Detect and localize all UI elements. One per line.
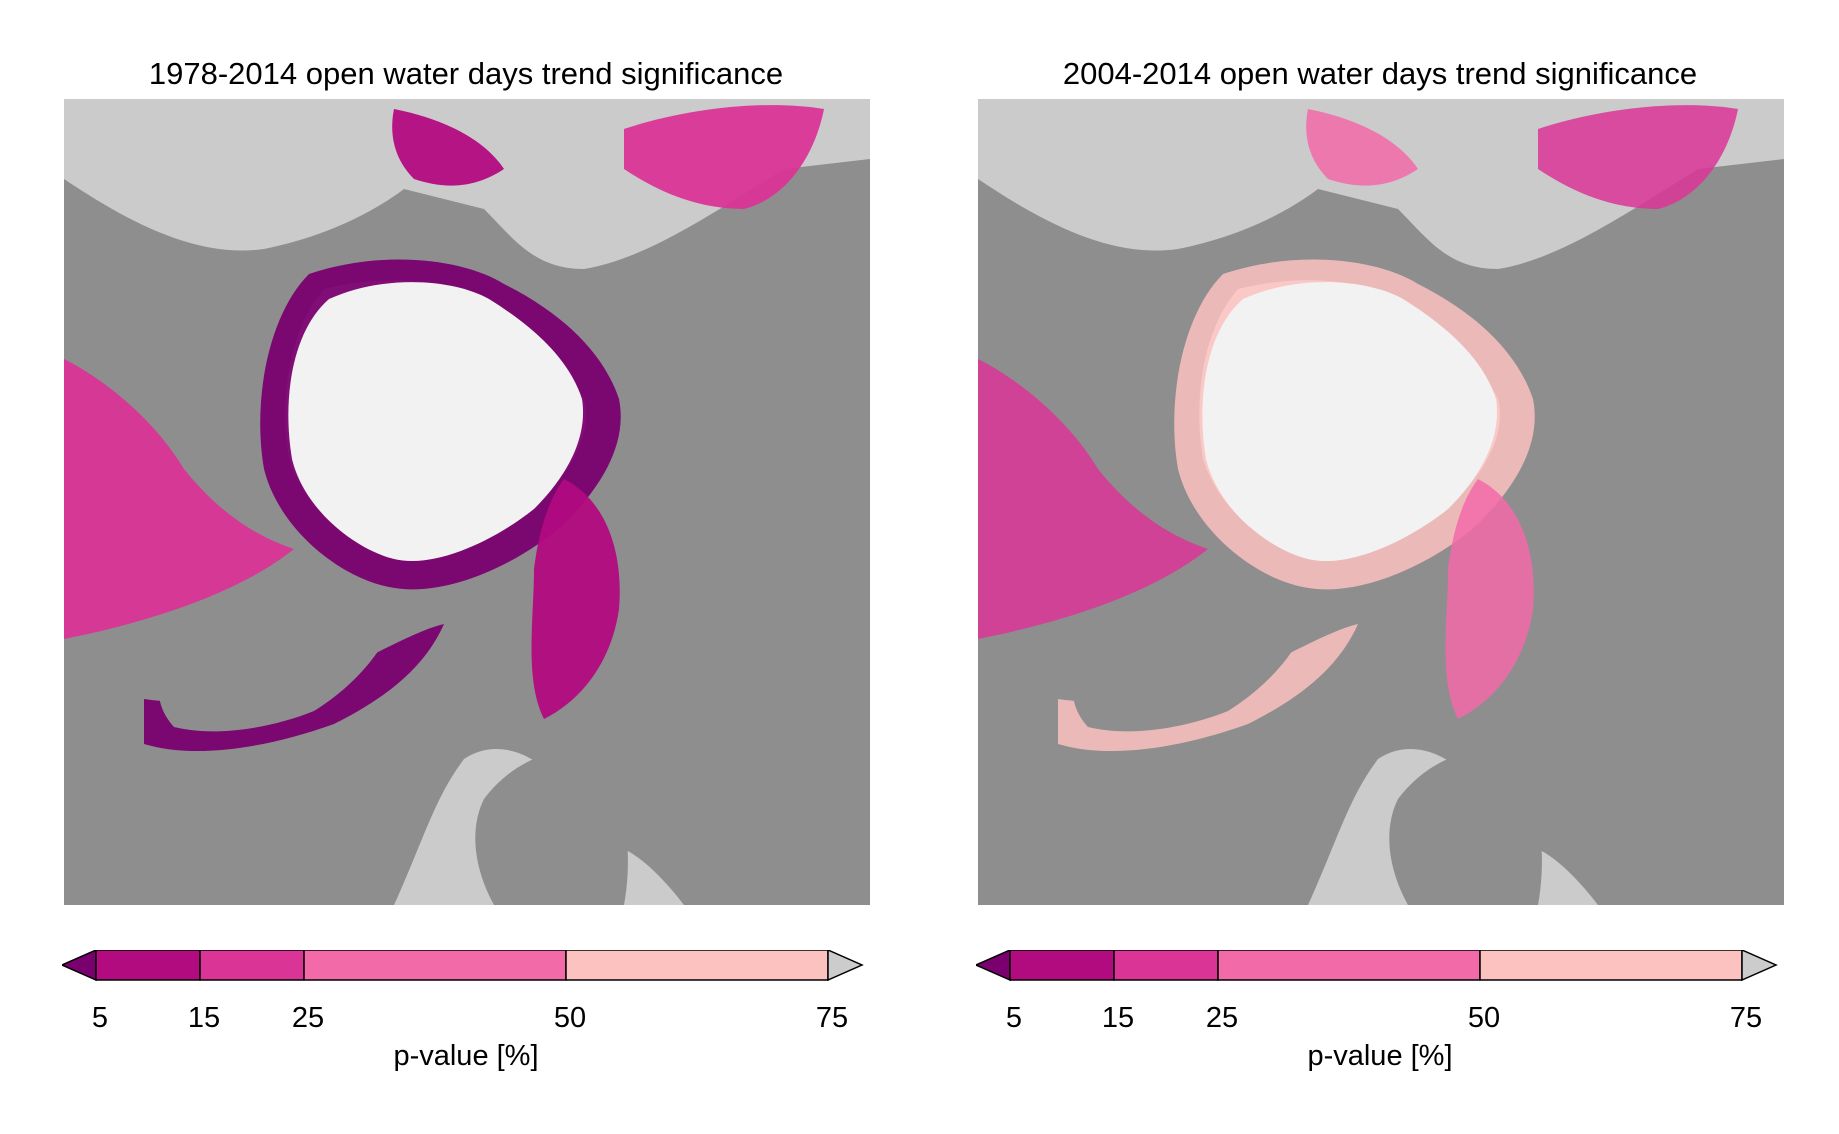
colorbar-tick: 50: [553, 1002, 587, 1034]
colorbar-label: p-value [%]: [1307, 1040, 1453, 1072]
panel-2004-2014: 2004-2014 open water days trend signific…: [976, 0, 1796, 1134]
significance-patch: [624, 105, 824, 209]
land-overlay: [1197, 796, 1254, 827]
land-overlay: [283, 796, 340, 827]
colorbar-over-triangle: [827, 950, 864, 982]
significance-patch: [978, 359, 1208, 639]
panel-title: 1978-2014 open water days trend signific…: [148, 56, 784, 91]
colorbar-bin-50-75: [565, 950, 829, 981]
colorbar-ticks: 5 15 25 50 75: [976, 1000, 1784, 1040]
significance-patch: [531, 479, 620, 719]
map-2004-2014: [978, 99, 1784, 905]
colorbar-tick: 75: [815, 1002, 849, 1034]
colorbar-tick: 25: [291, 1002, 325, 1034]
colorbar-tick: 5: [91, 1002, 109, 1034]
colorbar-tick: 15: [1101, 1002, 1135, 1034]
significance-patch: [392, 109, 504, 186]
significance-layer: [64, 105, 824, 905]
perennial-ice-core: [1202, 282, 1498, 562]
colorbar-over-triangle: [1741, 950, 1778, 982]
colorbar-tick: 25: [1205, 1002, 1239, 1034]
map-1978-2014: [64, 99, 870, 905]
significance-patch: [1445, 479, 1534, 719]
colorbar-ticks: 5 15 25 50 75: [62, 1000, 870, 1040]
colorbar-under-triangle: [62, 950, 97, 982]
significance-patch: [64, 359, 294, 639]
colorbar-tick: 15: [187, 1002, 221, 1034]
colorbar-bin-5-15: [1009, 950, 1115, 981]
colorbar: [976, 950, 1778, 982]
colorbar-label: p-value [%]: [393, 1040, 539, 1072]
colorbar-bin-25-50: [1217, 950, 1481, 981]
land-overlay: [1410, 768, 1530, 905]
colorbar-bin-15-25: [1113, 950, 1219, 981]
perennial-ice-core: [288, 282, 584, 562]
land-overlay: [496, 768, 616, 905]
land-overlay: [1072, 566, 1308, 732]
colorbar-under-triangle: [976, 950, 1011, 982]
significance-layer: [978, 105, 1738, 905]
colorbar-bin-5-15: [95, 950, 201, 981]
colorbar-tick: 50: [1467, 1002, 1501, 1034]
colorbar-tick: 75: [1729, 1002, 1763, 1034]
land-overlay: [158, 566, 394, 732]
colorbar-tick: 5: [1005, 1002, 1023, 1034]
colorbar-bin-25-50: [303, 950, 567, 981]
panel-1978-2014: 1978-2014 open water days trend signific…: [62, 0, 882, 1134]
colorbar-bin-15-25: [199, 950, 305, 981]
significance-patch: [1538, 105, 1738, 209]
colorbar-bin-50-75: [1479, 950, 1743, 981]
significance-patch: [1306, 109, 1418, 186]
panel-title: 2004-2014 open water days trend signific…: [1062, 56, 1698, 91]
colorbar: [62, 950, 864, 982]
